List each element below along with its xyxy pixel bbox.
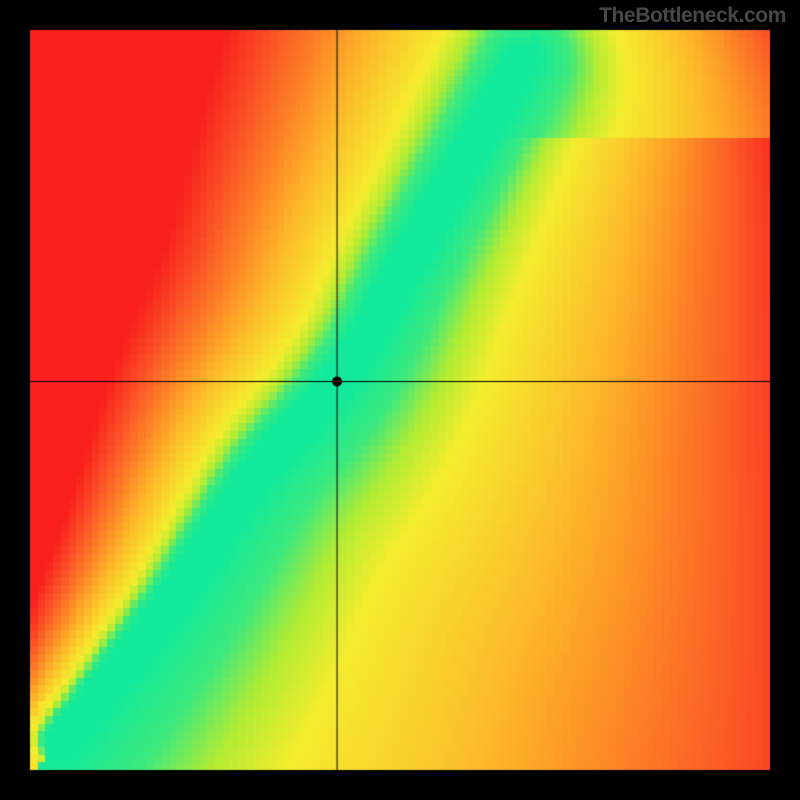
chart-root: TheBottleneck.com xyxy=(0,0,800,800)
watermark-label: TheBottleneck.com xyxy=(599,4,786,28)
heatmap-canvas xyxy=(0,0,800,800)
